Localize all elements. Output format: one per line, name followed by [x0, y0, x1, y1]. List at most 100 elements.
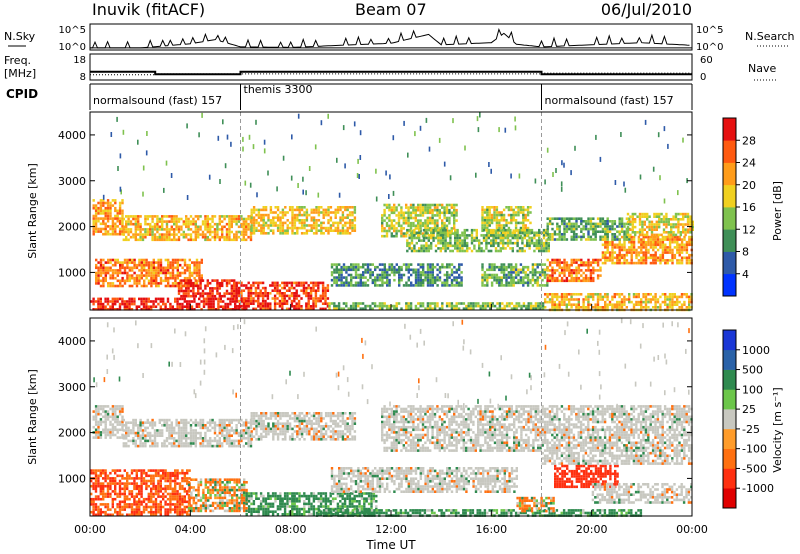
- heatmap-cell: [414, 304, 418, 308]
- heatmap-cell: [114, 284, 117, 288]
- heatmap-cell: [176, 274, 179, 277]
- heatmap-cell: [283, 286, 286, 290]
- heatmap-cell: [337, 307, 341, 310]
- heatmap-cell: [127, 220, 130, 223]
- heatmap-cell: [653, 223, 656, 226]
- heatmap-cell: [147, 305, 150, 308]
- heatmap-cell: [400, 224, 403, 228]
- heatmap-cell: [495, 213, 499, 217]
- heatmap-cell: [346, 229, 349, 232]
- heatmap-speck: [201, 112, 203, 118]
- heatmap-cell: [494, 231, 498, 235]
- heatmap-cell: [274, 216, 277, 219]
- heatmap-cell: [526, 213, 530, 217]
- heatmap-cell: [676, 248, 679, 252]
- heatmap-cell: [353, 224, 357, 227]
- heatmap-cell: [99, 217, 103, 220]
- heatmap-speck: [534, 178, 537, 184]
- heatmap-cell: [285, 302, 289, 305]
- heatmap-cell: [486, 302, 490, 305]
- heatmap-cell: [107, 266, 110, 270]
- heatmap-cell: [383, 273, 386, 277]
- heatmap-cell: [267, 226, 270, 230]
- y-tick-label: 4000: [58, 129, 86, 142]
- heatmap-cell: [92, 297, 95, 301]
- heatmap-cell: [688, 238, 691, 241]
- heatmap-cell: [643, 223, 646, 226]
- heatmap-cell: [638, 223, 642, 226]
- heatmap-cell: [354, 281, 358, 285]
- heatmap-cell: [127, 238, 130, 242]
- heatmap-cell: [526, 219, 530, 222]
- heatmap-cell: [309, 289, 313, 292]
- heatmap-cell: [431, 265, 434, 269]
- heatmap-cell: [102, 495, 105, 498]
- heatmap-speck: [120, 189, 122, 195]
- heatmap-cell: [668, 246, 672, 249]
- heatmap-speck: [252, 144, 255, 150]
- heatmap-cell: [492, 228, 495, 232]
- heatmap-cell: [608, 303, 612, 306]
- heatmap-cell: [257, 284, 260, 287]
- heatmap-speck: [102, 194, 105, 200]
- heatmap-cell: [259, 307, 262, 311]
- heatmap-cell: [94, 230, 98, 233]
- heatmap-cell: [630, 256, 633, 260]
- heatmap-cell: [545, 247, 548, 250]
- heatmap-cell: [400, 227, 403, 230]
- heatmap-cell: [589, 274, 593, 277]
- heatmap-cell: [486, 216, 489, 219]
- heatmap-cell: [267, 232, 270, 235]
- heatmap-cell: [165, 228, 169, 231]
- heatmap-cell: [558, 217, 561, 220]
- heatmap-cell: [283, 284, 286, 287]
- heatmap-cell: [510, 278, 513, 282]
- heatmap-cell: [577, 276, 581, 280]
- heatmap-cell: [556, 225, 559, 228]
- heatmap-cell: [133, 479, 136, 483]
- heatmap-cell: [252, 216, 256, 219]
- heatmap-cell: [572, 269, 576, 272]
- heatmap-cell: [419, 224, 422, 228]
- heatmap-cell: [448, 273, 451, 277]
- heatmap-cell: [262, 229, 265, 232]
- heatmap-cell: [618, 240, 621, 244]
- heatmap-cell: [592, 271, 595, 275]
- heatmap-cell: [414, 216, 417, 220]
- heatmap-cell: [522, 281, 525, 285]
- heatmap-cell: [429, 276, 432, 279]
- heatmap-cell: [417, 273, 420, 277]
- heatmap-speck: [170, 173, 173, 178]
- heatmap-cell: [580, 227, 583, 231]
- heatmap-cell: [121, 487, 124, 491]
- heatmap-cell: [201, 233, 205, 236]
- heatmap-cell: [204, 287, 207, 290]
- heatmap-cell: [596, 274, 600, 277]
- heatmap-cell: [90, 497, 93, 501]
- heatmap-cell: [641, 228, 644, 231]
- heatmap-cell: [661, 256, 665, 260]
- heatmap-cell: [127, 217, 130, 221]
- heatmap-cell: [649, 261, 653, 265]
- heatmap-cell: [584, 298, 588, 301]
- heatmap-cell: [613, 222, 617, 226]
- heatmap-cell: [381, 234, 384, 238]
- heatmap-cell: [177, 230, 181, 234]
- heatmap-cell: [180, 294, 183, 298]
- heatmap-cell: [616, 235, 619, 239]
- heatmap-cell: [181, 258, 184, 262]
- heatmap-cell: [173, 220, 176, 223]
- heatmap-cell: [272, 216, 275, 219]
- heatmap-cell: [582, 271, 585, 275]
- heatmap-cell: [135, 282, 139, 285]
- heatmap-cell: [261, 292, 265, 295]
- heatmap-cell: [395, 221, 398, 225]
- heatmap-cell: [511, 231, 514, 235]
- heatmap-cell: [492, 244, 495, 248]
- heatmap-cell: [193, 269, 196, 272]
- heatmap-cell: [150, 305, 153, 308]
- heatmap-cell: [419, 214, 422, 217]
- heatmap-cell: [444, 244, 447, 248]
- heatmap-cell: [553, 300, 556, 304]
- heatmap-cell: [102, 510, 105, 514]
